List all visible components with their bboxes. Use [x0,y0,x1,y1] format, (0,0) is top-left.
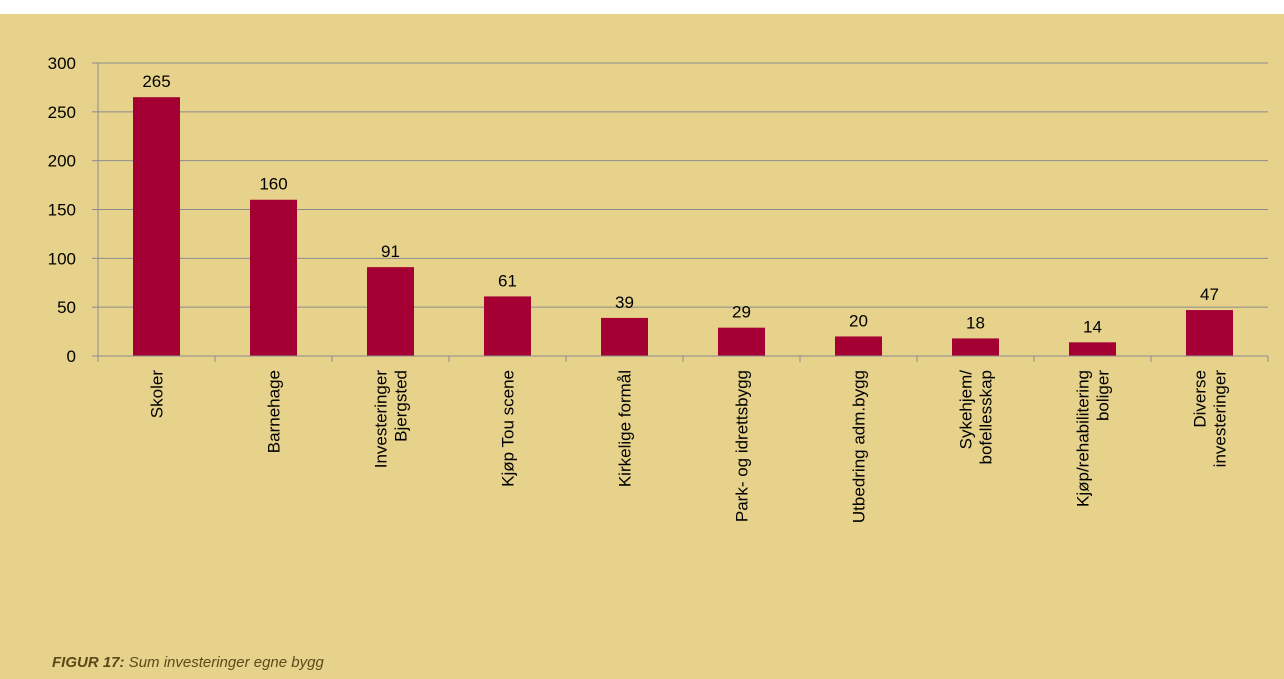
bar [1186,310,1233,356]
x-tick-label: Skoler [148,370,167,419]
data-label: 29 [732,303,751,322]
data-label: 91 [381,242,400,261]
x-tick-label: Utbedring adm.bygg [850,370,869,523]
y-tick-label: 300 [48,54,76,73]
x-tick-label: Barnehage [265,370,284,453]
bar [367,267,414,356]
bar [718,327,765,356]
caption-label: FIGUR 17: [52,654,125,671]
bar [1069,342,1116,356]
data-label: 47 [1200,285,1219,304]
bar [952,338,999,356]
bar [835,336,882,356]
caption-text: Sum investeringer egne bygg [125,654,325,671]
y-tick-label: 100 [48,249,76,268]
bar [250,199,297,356]
data-label: 14 [1083,317,1102,336]
x-tick-label: Kjøp Tou scene [499,370,518,487]
data-label: 20 [849,311,868,330]
data-label: 265 [142,72,170,91]
bar [601,317,648,356]
y-tick-label: 50 [57,298,76,317]
x-tick-label: Diverseinvesteringer [1191,370,1230,468]
data-label: 18 [966,313,985,332]
y-tick-label: 200 [48,152,76,171]
bar [133,97,180,356]
data-label: 39 [615,293,634,312]
x-tick-label: Park- og idrettsbygg [733,370,752,522]
y-tick-label: 250 [48,103,76,122]
bar [484,296,531,356]
data-label: 160 [259,175,287,194]
x-tick-label: Kjøp/rehabiliteringboliger [1074,370,1113,507]
x-tick-label: Kirkelige formål [616,370,635,487]
y-tick-label: 150 [48,201,76,220]
x-tick-label: Sykehjem/bofellesskap [957,370,996,465]
x-tick-label: InvesteringerBjergsted [372,370,411,469]
data-label: 61 [498,271,517,290]
caption: FIGUR 17: Sum investeringer egne bygg [52,654,324,671]
y-tick-label: 0 [67,347,76,366]
